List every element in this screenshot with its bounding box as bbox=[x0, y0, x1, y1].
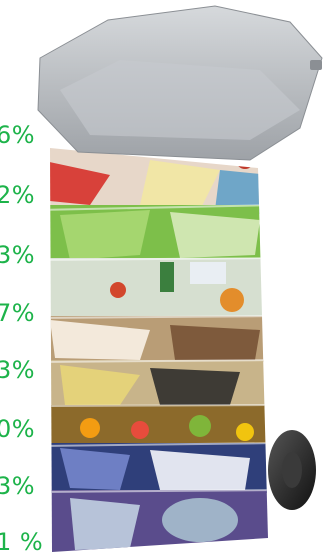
percentage-label: 3% bbox=[0, 356, 36, 384]
bin-body-collage bbox=[50, 148, 268, 552]
percentage-label: 6% bbox=[0, 121, 36, 149]
percentage-label: 2% bbox=[0, 181, 36, 209]
percentage-label: 1 % bbox=[0, 528, 44, 556]
percentage-label: 3% bbox=[0, 241, 36, 269]
percentage-label: 0% bbox=[0, 415, 36, 443]
percentage-label: 7% bbox=[0, 299, 36, 327]
percentage-label: 3% bbox=[0, 472, 36, 500]
wheel-icon bbox=[268, 430, 316, 510]
bin-lid bbox=[37, 5, 323, 161]
